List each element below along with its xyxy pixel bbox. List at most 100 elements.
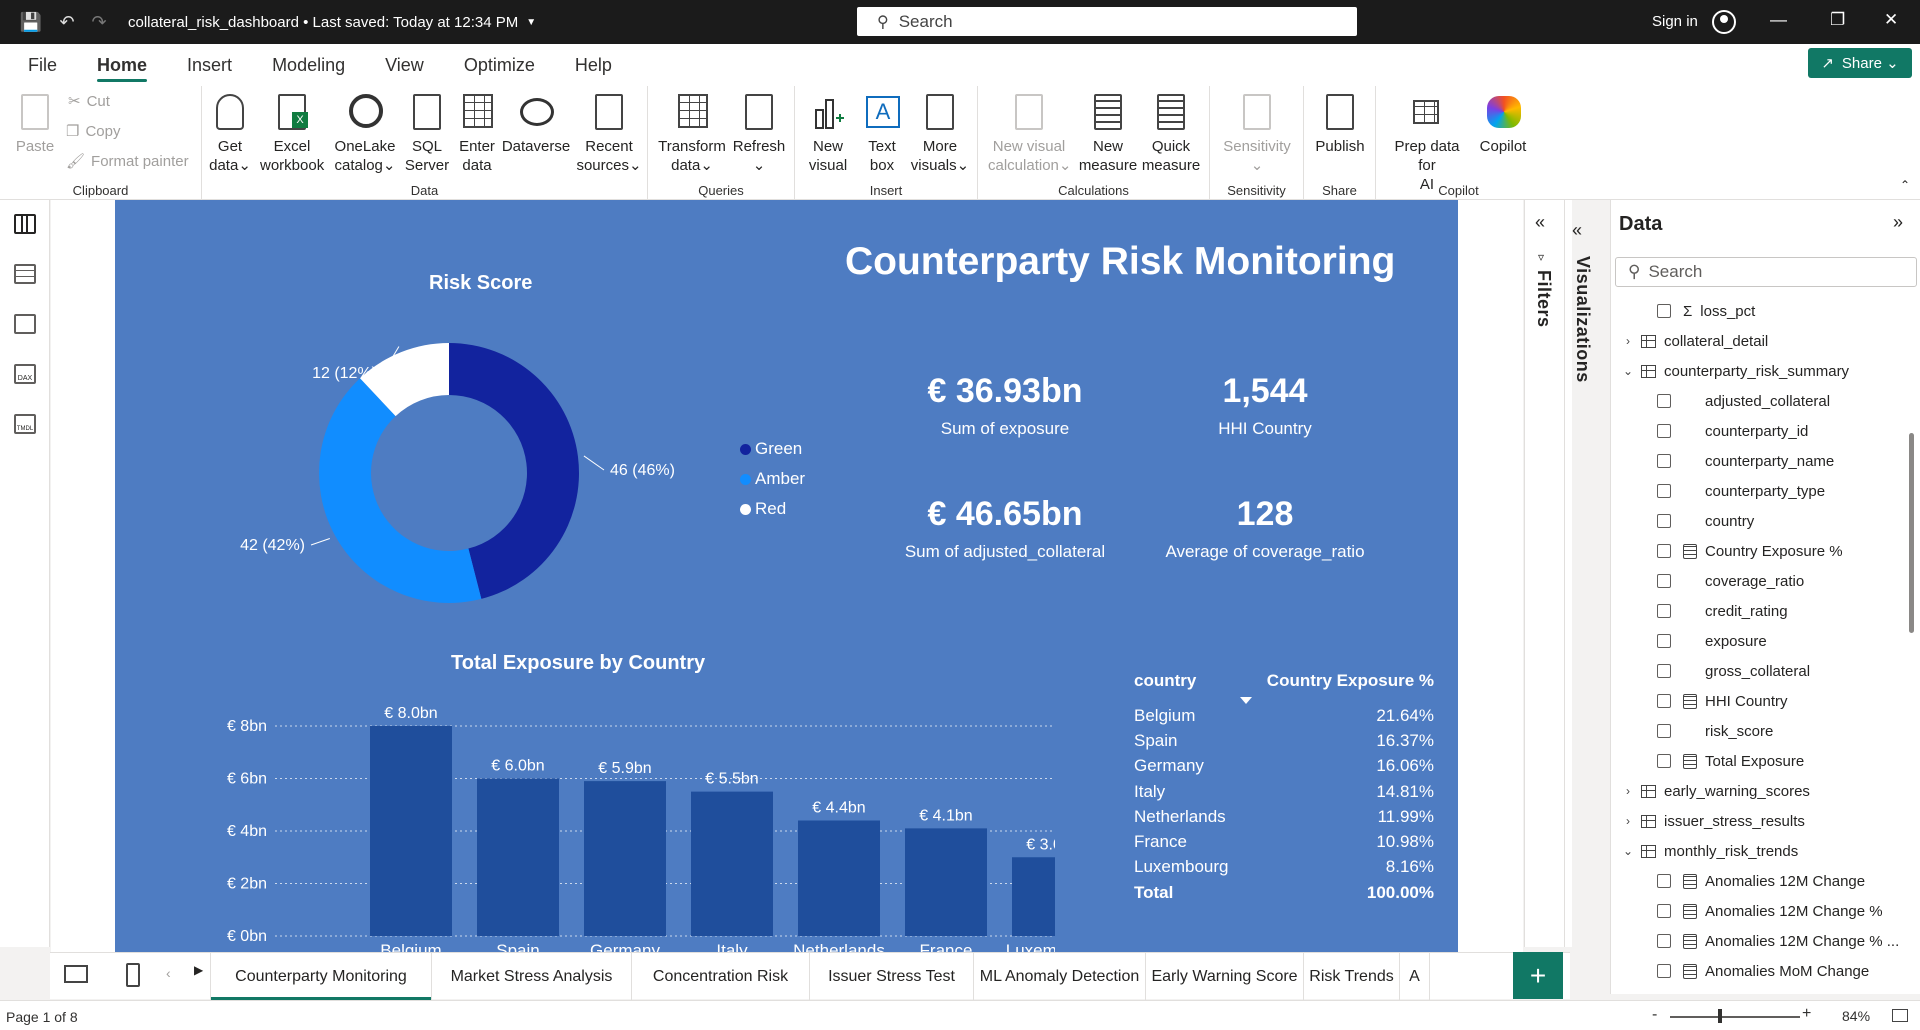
bar-belgium[interactable]	[370, 726, 452, 936]
chevron-right-icon[interactable]: ›	[1626, 814, 1630, 828]
expand-visualizations-icon[interactable]: «	[1572, 220, 1583, 240]
field-item[interactable]: counterparty_name	[1611, 446, 1920, 476]
page-tab[interactable]: Market Stress Analysis	[432, 953, 632, 1000]
undo-icon[interactable]: ↶	[59, 11, 75, 32]
donut-slice-green[interactable]	[449, 343, 579, 599]
menu-modeling[interactable]: Modeling	[272, 55, 346, 75]
copilot-button[interactable]: Copilot	[1472, 92, 1534, 156]
bar-spain[interactable]	[477, 778, 559, 937]
visualizations-pane-collapsed[interactable]: « Visualizations	[1564, 200, 1604, 947]
add-page-button[interactable]: +	[1513, 952, 1563, 999]
field-checkbox[interactable]	[1657, 904, 1671, 918]
field-checkbox[interactable]	[1657, 544, 1671, 558]
publish-button[interactable]: Publish	[1310, 92, 1370, 156]
text-box-button[interactable]: A Text box	[857, 92, 907, 175]
page-tab[interactable]: Issuer Stress Test	[810, 953, 974, 1000]
filters-label[interactable]: Filters	[1534, 270, 1554, 328]
model-view-icon[interactable]	[14, 314, 36, 334]
column-header-country[interactable]: country	[1134, 671, 1197, 690]
dax-query-icon[interactable]: DAX	[14, 364, 36, 384]
sql-server-button[interactable]: SQL Server	[402, 92, 452, 175]
close-icon[interactable]: ✕	[1884, 10, 1899, 29]
sensitivity-button[interactable]: Sensitivity ⌄	[1216, 92, 1298, 175]
field-item[interactable]: gross_collateral	[1611, 656, 1920, 686]
data-pane-scrollbar[interactable]	[1909, 433, 1914, 633]
excel-workbook-button[interactable]: X Excel workbook	[260, 92, 324, 175]
column-header-exposure-pct[interactable]: Country Exposure %	[1266, 671, 1434, 690]
field-checkbox[interactable]	[1657, 964, 1671, 978]
bar-luxembourg[interactable]	[1012, 857, 1055, 936]
table-node[interactable]: ⌄ counterparty_risk_summary	[1611, 356, 1920, 386]
visualizations-label[interactable]: Visualizations	[1573, 256, 1593, 383]
data-search-input[interactable]: ⚲ Search	[1615, 257, 1917, 287]
recent-sources-button[interactable]: Recent sources⌄	[574, 92, 644, 175]
bar-netherlands[interactable]	[798, 820, 880, 937]
redo-icon[interactable]: ↷	[91, 11, 107, 32]
table-node[interactable]: ⌄ monthly_risk_trends	[1611, 836, 1920, 866]
table-row[interactable]: Luxembourg 8.16%	[1134, 855, 1434, 880]
table-row[interactable]: Belgium 21.64%	[1134, 703, 1434, 728]
cut-button[interactable]: ✂ Cut	[68, 92, 110, 111]
bar-germany[interactable]	[584, 781, 666, 936]
search-input[interactable]: ⚲ Search	[857, 7, 1357, 36]
zoom-slider[interactable]	[1670, 1016, 1800, 1018]
field-item[interactable]: country	[1611, 506, 1920, 536]
chevron-down-icon[interactable]: ⌄	[1622, 364, 1634, 378]
tmdl-view-icon[interactable]: TMDL	[14, 414, 36, 434]
zoom-in-button[interactable]: +	[1802, 1005, 1812, 1022]
next-page-icon[interactable]: ▶	[194, 963, 204, 977]
chevron-down-icon[interactable]: ▼	[526, 16, 537, 28]
bar-france[interactable]	[905, 828, 987, 936]
bar-italy[interactable]	[691, 791, 773, 936]
table-row[interactable]: France 10.98%	[1134, 829, 1434, 854]
field-item[interactable]: HHI Country	[1611, 686, 1920, 716]
menu-file[interactable]: File	[28, 55, 58, 75]
total-exposure-bar-chart[interactable]: € 0bn € 2bn € 4bn € 6bn € 8bn € 8.0bn Belgium €…	[115, 690, 1055, 955]
share-button[interactable]: ↗ Share ⌄	[1808, 48, 1912, 78]
quick-measure-button[interactable]: Quick measure	[1138, 92, 1204, 175]
page-tab[interactable]: Counterparty Monitoring	[210, 953, 432, 1000]
menu-help[interactable]: Help	[574, 55, 612, 75]
legend-item-amber[interactable]: Amber	[740, 464, 805, 494]
report-view-icon[interactable]	[14, 214, 36, 234]
table-node[interactable]: › early_warning_scores	[1611, 776, 1920, 806]
field-item[interactable]: counterparty_id	[1611, 416, 1920, 446]
mobile-layout-icon[interactable]	[126, 963, 140, 987]
collapse-data-pane-icon[interactable]: »	[1893, 212, 1904, 232]
field-item[interactable]: Anomalies 12M Change % ...	[1611, 926, 1920, 956]
field-item[interactable]: Anomalies 12M Change %	[1611, 896, 1920, 926]
prep-data-for-ai-button[interactable]: Prep data for AI	[1384, 92, 1470, 194]
page-tab[interactable]: Risk Trends	[1304, 953, 1400, 1000]
minimize-icon[interactable]: —	[1770, 10, 1787, 29]
zoom-out-button[interactable]: -	[1652, 1006, 1658, 1023]
field-item[interactable]: Anomalies 12M Change	[1611, 866, 1920, 896]
field-checkbox[interactable]	[1657, 484, 1671, 498]
prev-page-icon[interactable]: ‹	[166, 965, 171, 981]
fit-to-page-icon[interactable]	[1892, 1009, 1908, 1022]
field-checkbox[interactable]	[1657, 454, 1671, 468]
donut-slice-amber[interactable]	[319, 378, 482, 603]
enter-data-button[interactable]: Enter data	[454, 92, 500, 175]
restore-icon[interactable]: ❐	[1830, 10, 1846, 29]
field-checkbox[interactable]	[1657, 394, 1671, 408]
new-measure-button[interactable]: New measure	[1078, 92, 1138, 175]
expand-filters-icon[interactable]: «	[1535, 212, 1546, 232]
table-row[interactable]: Spain 16.37%	[1134, 728, 1434, 753]
field-item[interactable]: counterparty_type	[1611, 476, 1920, 506]
field-item[interactable]: Country Exposure %	[1611, 536, 1920, 566]
field-checkbox[interactable]	[1657, 934, 1671, 948]
field-checkbox[interactable]	[1657, 694, 1671, 708]
field-item[interactable]: exposure	[1611, 626, 1920, 656]
table-row[interactable]: Germany 16.06%	[1134, 754, 1434, 779]
field-item[interactable]: credit_rating	[1611, 596, 1920, 626]
table-node[interactable]: › collateral_detail	[1611, 326, 1920, 356]
table-node[interactable]: › issuer_stress_results	[1611, 806, 1920, 836]
field-checkbox[interactable]	[1657, 754, 1671, 768]
table-view-icon[interactable]	[14, 264, 36, 284]
filters-pane-collapsed[interactable]: « ▿ Filters	[1524, 200, 1564, 947]
save-icon[interactable]: 💾	[19, 11, 43, 32]
menu-home[interactable]: Home	[97, 44, 148, 86]
page-tab[interactable]: Concentration Risk	[632, 953, 810, 1000]
field-checkbox[interactable]	[1657, 514, 1671, 528]
